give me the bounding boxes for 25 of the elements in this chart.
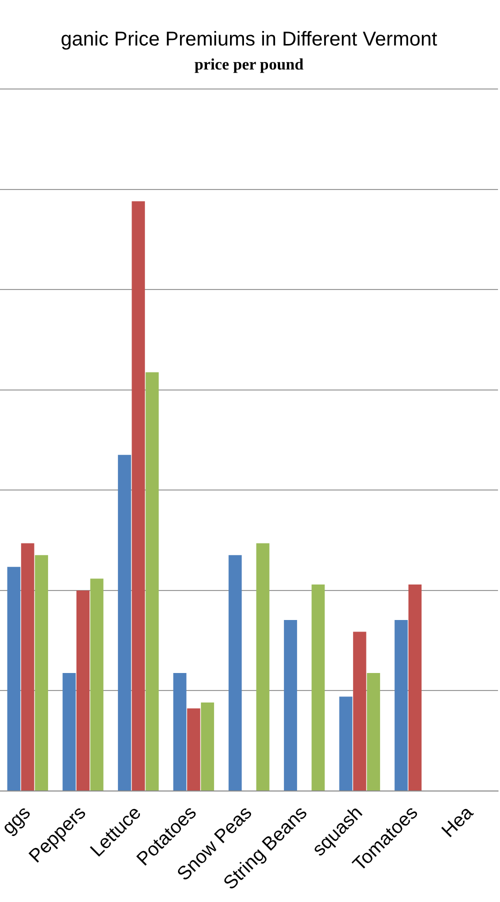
bar: [284, 620, 298, 790]
bar: [339, 696, 352, 790]
bar: [34, 555, 48, 790]
bar: [7, 566, 20, 790]
bar: [76, 590, 90, 790]
bar: [366, 673, 380, 790]
bar: [90, 578, 104, 790]
chart-title: ganic Price Premiums in Different Vermont: [60, 28, 438, 51]
bar: [132, 201, 145, 790]
bar: [312, 584, 325, 790]
chart-subtitle: price per pound: [194, 56, 304, 74]
bar: [228, 555, 242, 790]
x-tick-label: ggs: [0, 802, 35, 839]
bar: [408, 584, 422, 790]
bar: [353, 632, 366, 790]
bar: [21, 543, 34, 790]
bar: [146, 372, 159, 790]
bar: [62, 673, 76, 790]
bar: [256, 543, 270, 790]
bar: [173, 673, 186, 790]
x-tick-label: Hea: [438, 802, 478, 842]
bar: [187, 708, 200, 790]
bar: [118, 454, 132, 790]
bar: [394, 620, 408, 790]
bar: [200, 702, 214, 790]
